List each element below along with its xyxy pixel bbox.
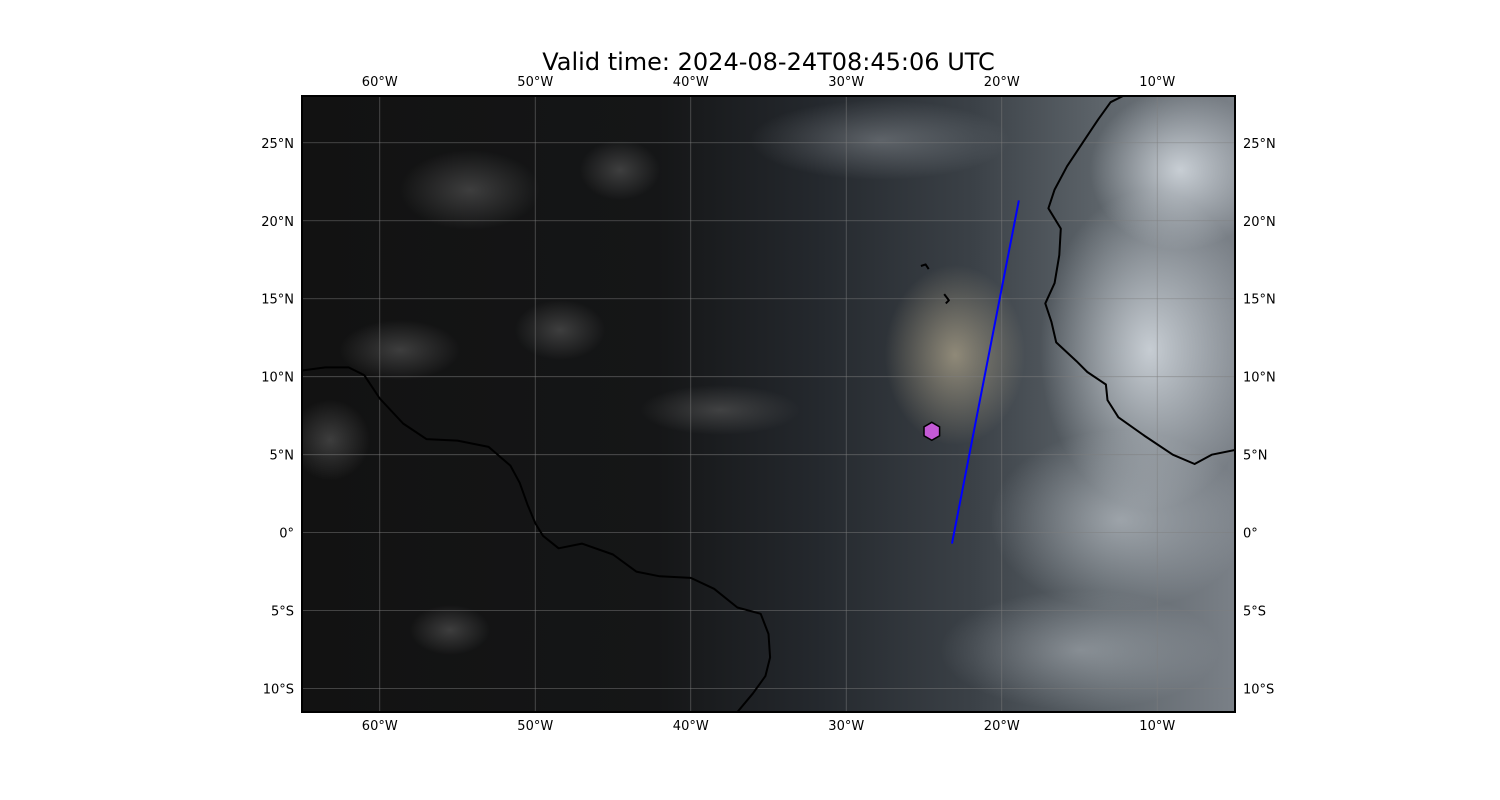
coastline-cape-verde-2 bbox=[943, 293, 950, 305]
lat-tick-label: 25°N bbox=[261, 137, 294, 152]
lat-tick-label: 0° bbox=[1243, 527, 1258, 542]
gridlines bbox=[302, 96, 1235, 712]
lat-tick-label: 5°S bbox=[1243, 605, 1266, 620]
lat-tick-label: 0° bbox=[279, 527, 294, 542]
map-title: Valid time: 2024-08-24T08:45:06 UTC bbox=[542, 48, 995, 76]
overlays bbox=[923, 200, 1020, 544]
lon-ticks-top: 60°W 50°W 40°W 30°W 20°W 10°W bbox=[362, 75, 1176, 90]
lon-tick-label: 10°W bbox=[1139, 75, 1175, 90]
track-line bbox=[951, 200, 1020, 544]
lon-tick-label: 50°W bbox=[517, 75, 553, 90]
lat-ticks-right: 25°N 20°N 15°N 10°N 5°N 0° 5°S 10°S bbox=[1243, 137, 1276, 698]
lon-tick-label: 10°W bbox=[1139, 719, 1175, 734]
coastline-africa bbox=[1044, 96, 1235, 465]
coastline-cape-verde-1 bbox=[920, 263, 930, 270]
lat-tick-label: 5°N bbox=[270, 449, 295, 464]
lat-tick-label: 10°N bbox=[1243, 371, 1276, 386]
lat-tick-label: 15°N bbox=[1243, 293, 1276, 308]
lon-tick-label: 20°W bbox=[984, 719, 1020, 734]
lon-tick-label: 40°W bbox=[673, 719, 709, 734]
satellite-basemap bbox=[302, 96, 1235, 712]
lat-tick-label: 5°S bbox=[271, 605, 294, 620]
lat-tick-label: 10°S bbox=[1243, 683, 1274, 698]
lon-tick-label: 40°W bbox=[673, 75, 709, 90]
lon-ticks-bottom: 60°W 50°W 40°W 30°W 20°W 10°W bbox=[362, 719, 1176, 734]
lat-ticks-left: 25°N 20°N 15°N 10°N 5°N 0° 5°S 10°S bbox=[261, 137, 294, 698]
coastline-south-america bbox=[302, 366, 772, 712]
lon-tick-label: 60°W bbox=[362, 75, 398, 90]
map-frame bbox=[301, 95, 1236, 713]
hexagon-marker bbox=[923, 421, 941, 442]
lon-tick-label: 60°W bbox=[362, 719, 398, 734]
lon-tick-label: 30°W bbox=[828, 719, 864, 734]
lat-tick-label: 15°N bbox=[261, 293, 294, 308]
lat-tick-label: 20°N bbox=[261, 215, 294, 230]
lat-tick-label: 5°N bbox=[1243, 449, 1268, 464]
coastlines bbox=[302, 96, 1235, 712]
lat-tick-label: 25°N bbox=[1243, 137, 1276, 152]
lat-tick-label: 20°N bbox=[1243, 215, 1276, 230]
lat-tick-label: 10°S bbox=[263, 683, 294, 698]
lon-tick-label: 20°W bbox=[984, 75, 1020, 90]
lon-tick-label: 50°W bbox=[517, 719, 553, 734]
lat-tick-label: 10°N bbox=[261, 371, 294, 386]
lon-tick-label: 30°W bbox=[828, 75, 864, 90]
